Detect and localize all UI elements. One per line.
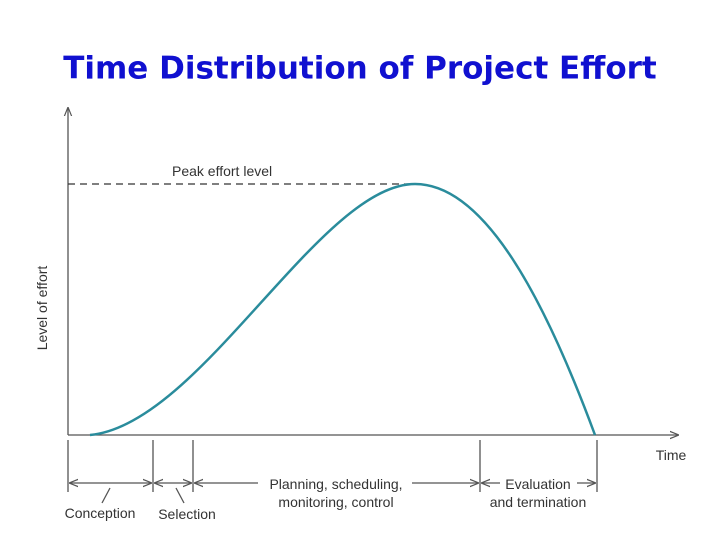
phase-label: Conception	[65, 505, 136, 521]
effort-curve	[89, 182, 597, 437]
phase-arrows	[70, 483, 595, 504]
phase-label: Planning, scheduling,	[269, 476, 402, 492]
y-axis-label: Level of effort	[34, 266, 50, 351]
phase-label: and termination	[490, 494, 587, 510]
peak-label: Peak effort level	[172, 163, 272, 179]
phase-label: Selection	[158, 506, 216, 522]
title: Time Distribution of Project Effort	[63, 51, 657, 87]
phase-dividers	[67, 440, 598, 492]
leader	[175, 487, 185, 504]
phase-label: Evaluation	[505, 476, 570, 492]
x-axis-label: Time	[656, 447, 687, 463]
leader	[101, 487, 111, 504]
phase-label: monitoring, control	[278, 494, 393, 510]
